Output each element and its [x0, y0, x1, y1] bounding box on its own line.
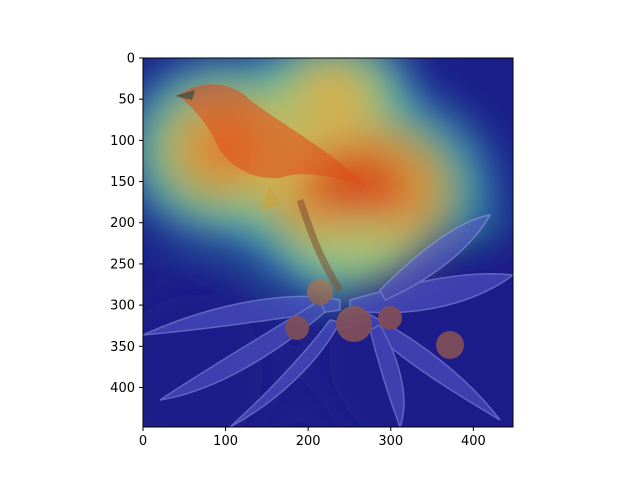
plot-frame — [142, 57, 514, 428]
leaf-shape — [359, 311, 501, 421]
leaf-shape — [159, 298, 326, 401]
y-tick-label: 50 — [118, 93, 135, 108]
bird-shape — [175, 84, 368, 210]
y-tick-label: 0 — [127, 52, 135, 67]
x-tick-label: 400 — [461, 434, 486, 449]
fruit-shape — [378, 306, 402, 330]
hot-region-core — [325, 229, 390, 266]
x-axis: 0 100 200 300 400 — [139, 427, 486, 449]
leaf-shape — [379, 213, 492, 301]
hot-region-core — [301, 68, 365, 114]
photo-overlay — [143, 84, 513, 427]
y-tick-label: 350 — [110, 340, 135, 355]
y-tick-label: 250 — [110, 257, 135, 272]
fruit-shape — [285, 316, 309, 340]
y-tick-label: 300 — [110, 299, 135, 314]
branch-shape — [296, 198, 343, 292]
y-tick-label: 150 — [110, 175, 135, 190]
x-tick-label: 0 — [139, 434, 147, 449]
heatmap-plot-area — [143, 58, 513, 427]
fruit-shape — [307, 279, 333, 305]
x-tick-label: 300 — [378, 434, 403, 449]
x-tick-label: 100 — [213, 434, 238, 449]
y-tick-label: 100 — [110, 134, 135, 149]
fruit-shape — [436, 331, 464, 359]
y-tick-label: 400 — [110, 381, 135, 396]
x-tick-label: 200 — [296, 434, 321, 449]
fruit-shape — [336, 306, 372, 342]
y-axis: 0 50 100 150 200 250 300 350 400 — [110, 52, 143, 396]
y-tick-label: 200 — [110, 216, 135, 231]
